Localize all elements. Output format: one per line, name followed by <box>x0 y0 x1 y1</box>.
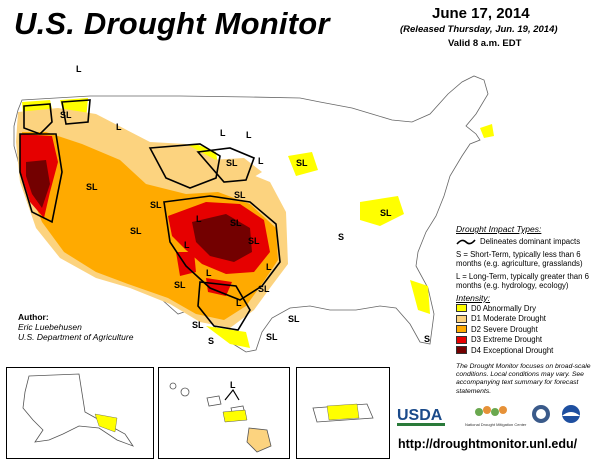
intensity-list: D0 Abnormally Dry D1 Moderate Drought D2 S… <box>456 303 599 356</box>
author-org: U.S. Department of Agriculture <box>18 332 134 342</box>
label-sl: SL <box>130 226 142 236</box>
website-url: http://droughtmonitor.unl.edu/ <box>398 437 578 451</box>
release-date: (Released Thursday, Jun. 19, 2014) <box>400 24 558 35</box>
valid-time: Valid 8 a.m. EDT <box>448 38 522 49</box>
label-s: S <box>338 232 344 242</box>
hawaii-big-island <box>246 427 272 453</box>
label-sl: SL <box>266 332 278 342</box>
alaska-land <box>22 373 135 447</box>
alaska-d0 <box>94 413 118 433</box>
intensity-swatch <box>456 304 467 313</box>
label-sl: SL <box>258 284 270 294</box>
label-l: L <box>230 380 236 390</box>
map-date: June 17, 2014 <box>432 5 530 22</box>
impact-lines <box>19 99 281 331</box>
label-s: S <box>208 336 214 346</box>
label-sl: SL <box>296 158 308 168</box>
label-l: L <box>196 214 202 224</box>
short-term-text: S = Short-Term, typically less than 6 mo… <box>456 250 583 268</box>
agency-logos: USDA National Drought Mitigation Center <box>397 405 580 427</box>
ndmc-logo: National Drought Mitigation Center <box>465 406 527 427</box>
label-sl: SL <box>234 190 246 200</box>
commerce-seal-inner <box>536 409 546 419</box>
label-l: L <box>258 156 264 166</box>
intensity-item: D4 Exceptional Drought <box>456 345 599 356</box>
d4-regions <box>26 160 252 262</box>
label-sl: SL <box>230 218 242 228</box>
label-s: S <box>424 334 430 344</box>
hawaii-inset: L <box>158 367 290 459</box>
intensity-item: D2 Severe Drought <box>456 324 599 335</box>
impact-line-text: Delineates dominant impacts <box>480 237 581 246</box>
intensity-item: D0 Abnormally Dry <box>456 303 599 314</box>
label-l: L <box>116 122 122 132</box>
intensity-swatch <box>456 335 467 344</box>
label-l: L <box>236 298 242 308</box>
label-sl: SL <box>226 158 238 168</box>
noaa-seal-bird <box>562 412 580 416</box>
map-title: U.S. Drought Monitor <box>14 6 330 41</box>
intensity-heading: Intensity: <box>456 293 491 303</box>
intensity-swatch <box>456 346 467 355</box>
author-name: Eric Luebehusen <box>18 322 82 332</box>
label-sl: SL <box>150 200 162 210</box>
intensity-label: D3 Extreme Drought <box>471 335 543 345</box>
label-sl: SL <box>192 320 204 330</box>
intensity-label: D2 Severe Drought <box>471 324 538 334</box>
intensity-label: D1 Moderate Drought <box>471 314 546 324</box>
usda-logo-bar <box>397 423 445 426</box>
intensity-item: D1 Moderate Drought <box>456 314 599 325</box>
author-block: Author: Eric Luebehusen U.S. Department … <box>18 312 133 342</box>
conus-drought-map: L SL L L L SL L SL SL SL SL L SL SL S SL… <box>13 64 494 353</box>
label-l: L <box>266 262 272 272</box>
puerto-rico-d0 <box>326 403 360 421</box>
impact-heading: Drought Impact Types: <box>456 224 542 234</box>
impact-labels: L SL L L L SL L SL SL SL SL L SL SL S SL… <box>60 64 430 346</box>
hawaii-islands <box>169 382 246 417</box>
author-label: Author: <box>18 312 49 322</box>
label-l: L <box>246 130 252 140</box>
label-l: L <box>184 240 190 250</box>
label-sl: SL <box>380 208 392 218</box>
label-l: L <box>206 268 212 278</box>
label-sl: SL <box>174 280 186 290</box>
impact-line-icon <box>456 238 476 245</box>
long-term-text: L = Long-Term, typically greater than 6 … <box>456 272 589 290</box>
puerto-rico-inset <box>296 367 390 459</box>
label-sl: SL <box>86 182 98 192</box>
d2-regions <box>22 132 278 320</box>
label-sl: SL <box>60 110 72 120</box>
legend: Drought Impact Types: Delineates dominan… <box>456 225 599 356</box>
intensity-swatch <box>456 325 467 334</box>
intensity-label: D4 Exceptional Drought <box>471 345 554 355</box>
usda-logo: USDA <box>397 407 443 424</box>
label-sl: SL <box>288 314 300 324</box>
intensity-label: D0 Abnormally Dry <box>471 303 536 313</box>
label-l: L <box>76 64 82 74</box>
label-l: L <box>220 128 226 138</box>
hawaii-impact-line <box>224 388 240 401</box>
label-sl: SL <box>248 236 260 246</box>
intensity-item: D3 Extreme Drought <box>456 335 599 346</box>
intensity-swatch <box>456 314 467 323</box>
alaska-inset <box>6 367 154 459</box>
footnote: The Drought Monitor focuses on broad-sca… <box>456 363 591 395</box>
ndmc-text: National Drought Mitigation Center <box>465 422 527 427</box>
hawaii-d0 <box>222 409 248 423</box>
